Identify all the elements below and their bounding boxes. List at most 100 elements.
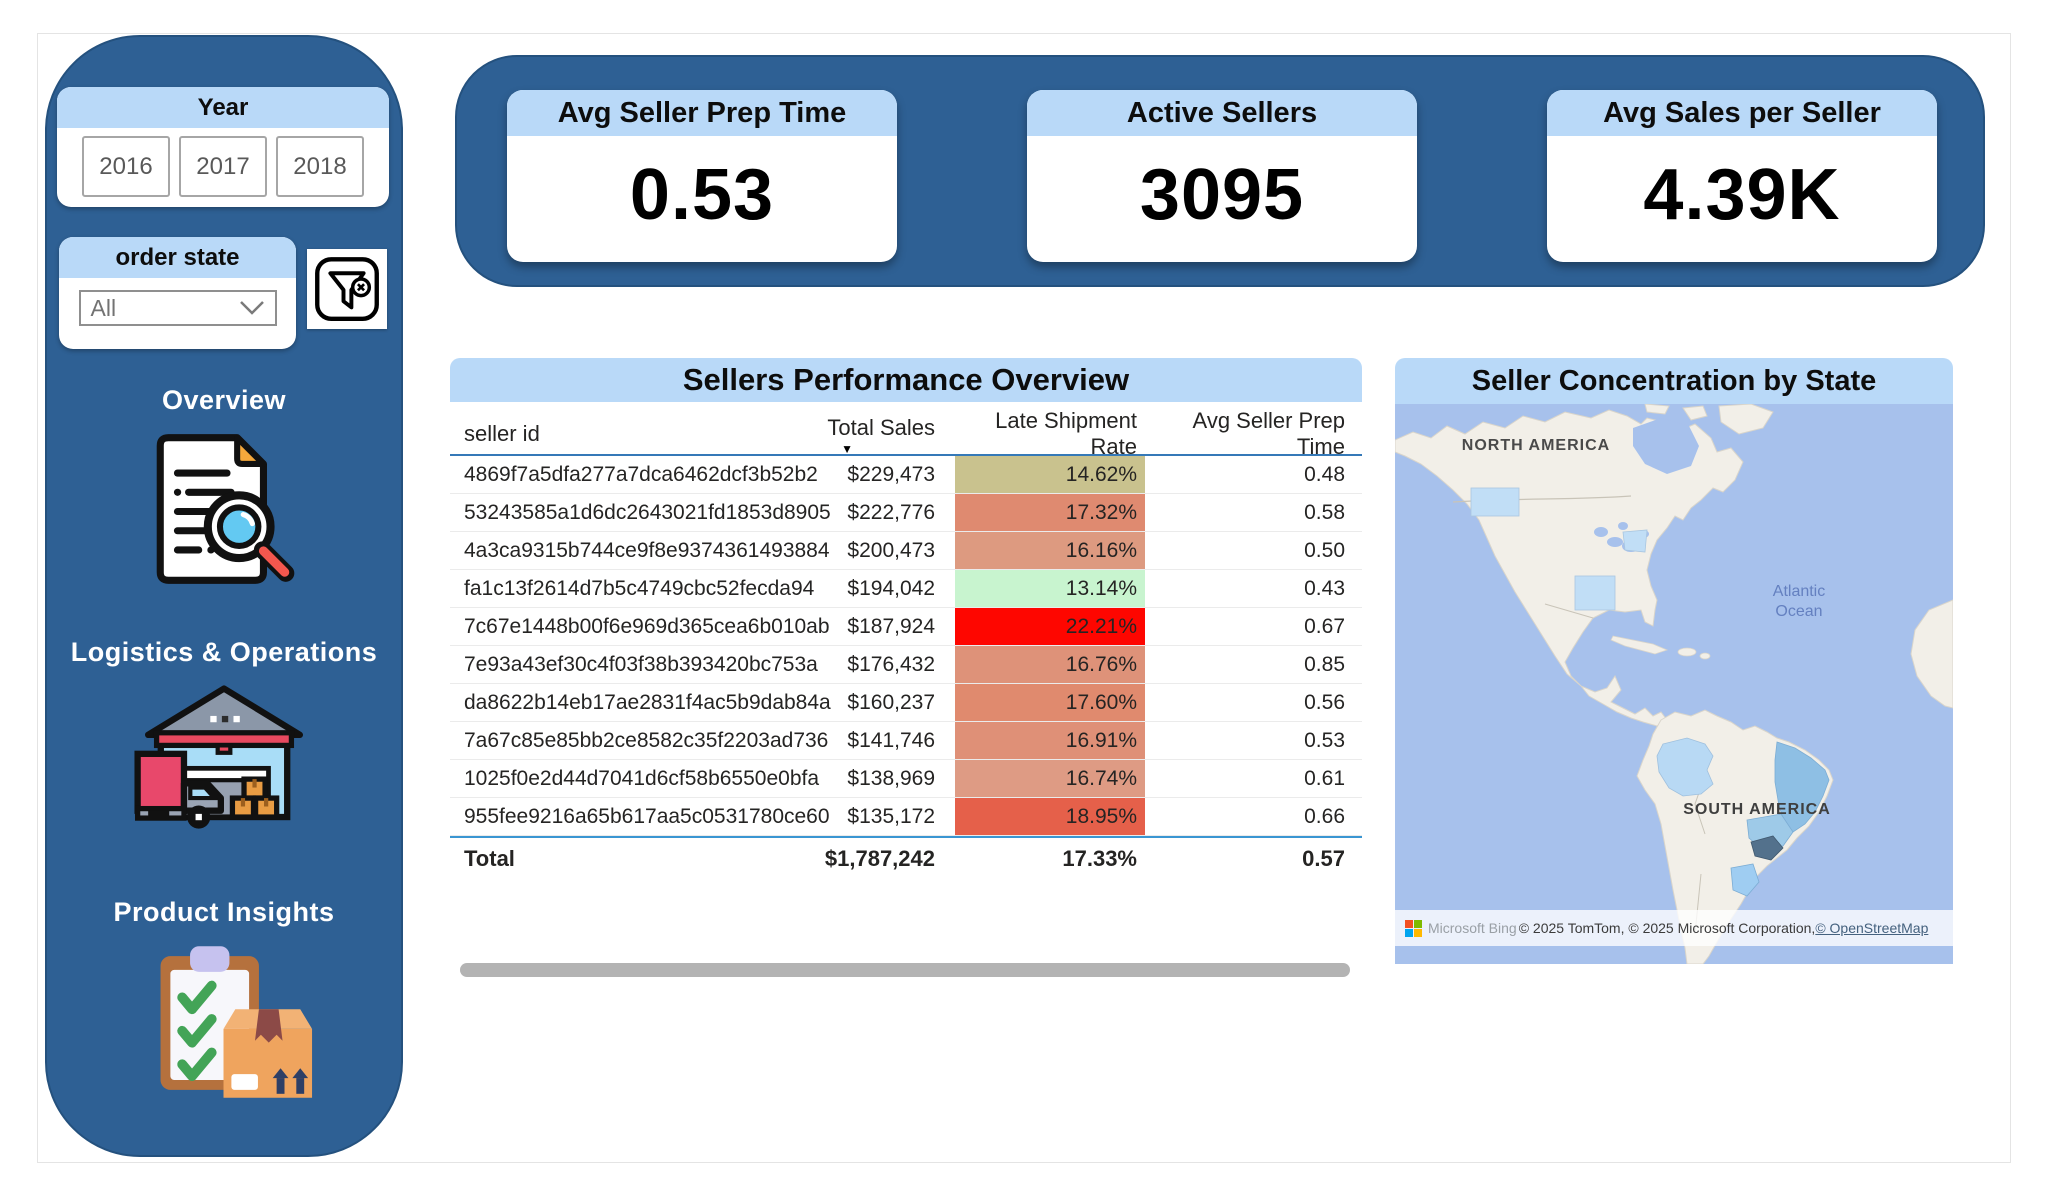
map-attribution-bar: Microsoft Bing © 2025 TomTom, © 2025 Mic… [1395,910,1953,946]
order-state-dropdown[interactable]: All [78,290,277,326]
column-header-late-shipment-rate[interactable]: Late Shipment Rate [995,408,1137,459]
year-option-2016[interactable]: 2016 [82,136,170,197]
cell-prep-time: 0.53 [1304,728,1345,752]
map-label-atlantic: Atlantic [1773,583,1825,600]
cell-prep-time: 0.66 [1304,804,1345,828]
cell-total-sales: $176,432 [847,652,935,676]
table-title: Sellers Performance Overview [450,358,1362,402]
total-late-rate-value: 17.33% [1062,846,1137,871]
total-prep-time-value: 0.57 [1302,846,1345,871]
total-label: Total [464,846,515,871]
clipboard-checklist-box-icon [160,946,313,1098]
table-header-row: seller id Total Sales ▼ Late Shipment Ra… [450,402,1362,459]
chevron-down-icon [239,301,264,315]
kpi-card-active-sellers: Active Sellers 3095 [1027,90,1417,262]
map-label-south-america: SOUTH AMERICA [1683,801,1831,818]
cell-late-shipment-rate: 16.76% [955,646,1145,683]
table-row[interactable]: 7a67c85e85bb2ce8582c35f2203ad736 $141,74… [450,722,1362,760]
nav-item-overview[interactable]: Overview [47,385,401,596]
cell-seller-id: 53243585a1d6dc2643021fd1853d8905 [464,500,831,524]
sidebar: Year 2016 2017 2018 order state All Over… [45,35,403,1157]
kpi-title: Avg Sales per Seller [1547,90,1937,136]
order-state-selected-value: All [90,294,117,321]
sort-descending-icon: ▼ [841,441,853,456]
cell-late-shipment-rate: 17.60% [955,684,1145,721]
column-header-total-sales[interactable]: Total Sales ▼ [780,409,955,456]
cell-total-sales: $229,473 [847,462,935,486]
cell-seller-id: da8622b14eb17ae2831f4ac5b9dab84a [464,690,831,714]
column-header-seller-id[interactable]: seller id [464,421,540,446]
kpi-title: Active Sellers [1027,90,1417,136]
nav-item-logistics-operations[interactable]: Logistics & Operations [47,637,401,836]
openstreetmap-link[interactable]: © OpenStreetMap [1815,920,1929,936]
table-row[interactable]: 4a3ca9315b744ce9f8e9374361493884 $200,47… [450,532,1362,570]
total-sales-value: $1,787,242 [824,846,935,871]
map-label-ocean: Ocean [1775,603,1822,620]
table-row[interactable]: da8622b14eb17ae2831f4ac5b9dab84a $160,23… [450,684,1362,722]
table-row[interactable]: 1025f0e2d44d7041d6cf58b6550e0bfa $138,96… [450,760,1362,798]
cell-late-shipment-rate: 16.16% [955,532,1145,569]
cell-seller-id: 7a67c85e85bb2ce8582c35f2203ad736 [464,728,829,752]
clear-filter-button[interactable] [307,249,387,329]
document-magnifier-icon [156,434,295,584]
microsoft-logo-icon [1405,919,1422,937]
nav-product-insights-label: Product Insights [113,897,335,927]
kpi-value: 3095 [1139,155,1305,235]
cell-seller-id: 955fee9216a65b617aa5c0531780ce60 [464,804,830,828]
year-filter-card: Year 2016 2017 2018 [57,87,389,207]
cell-seller-id: 7c67e1448b00f6e969d365cea6b010ab [464,614,830,638]
americas-choropleth-map: NORTH AMERICA Atlantic Ocean SOUTH AMERI… [1395,404,1953,964]
year-option-2018[interactable]: 2018 [276,136,364,197]
kpi-value: 4.39K [1643,155,1841,235]
cell-seller-id: 4869f7a5dfa277a7dca6462dcf3b52b2 [464,462,818,486]
year-option-2017[interactable]: 2017 [179,136,267,197]
cell-prep-time: 0.85 [1304,652,1345,676]
cell-prep-time: 0.56 [1304,690,1345,714]
cell-prep-time: 0.67 [1304,614,1345,638]
table-row[interactable]: 7e93a43ef30c4f03f38b393420bc753a $176,43… [450,646,1362,684]
cell-seller-id: 7e93a43ef30c4f03f38b393420bc753a [464,652,818,676]
cell-prep-time: 0.61 [1304,766,1345,790]
cell-total-sales: $135,172 [847,804,935,828]
horizontal-scrollbar[interactable] [460,963,1350,977]
kpi-value: 0.53 [629,155,775,235]
table-row[interactable]: 53243585a1d6dc2643021fd1853d8905 $222,77… [450,494,1362,532]
column-header-avg-seller-prep-time[interactable]: Avg Seller Prep Time [1192,408,1345,459]
cell-prep-time: 0.43 [1304,576,1345,600]
bing-provider-label: Microsoft Bing [1428,920,1517,936]
kpi-card-avg-seller-prep-time: Avg Seller Prep Time 0.53 [507,90,897,262]
column-header-total-sales-label: Total Sales [827,414,935,440]
cell-total-sales: $194,042 [847,576,935,600]
cell-total-sales: $160,237 [847,690,935,714]
table-row[interactable]: 4869f7a5dfa277a7dca6462dcf3b52b2 $229,47… [450,456,1362,494]
cell-late-shipment-rate: 17.32% [955,494,1145,531]
map-copyright-text: © 2025 TomTom, © 2025 Microsoft Corporat… [1518,920,1816,936]
warehouse-truck-icon [134,685,303,829]
order-state-title: order state [59,237,296,278]
cell-seller-id: fa1c13f2614d7b5c4749cbc52fecda94 [464,576,815,600]
cell-total-sales: $200,473 [847,538,935,562]
year-filter-title: Year [57,87,389,128]
cell-prep-time: 0.50 [1304,538,1345,562]
cell-total-sales: $138,969 [847,766,935,790]
map-title: Seller Concentration by State [1395,358,1953,404]
cell-seller-id: 4a3ca9315b744ce9f8e9374361493884 [464,538,830,562]
table-row[interactable]: 7c67e1448b00f6e969d365cea6b010ab $187,92… [450,608,1362,646]
order-state-filter-card: order state All [59,237,296,349]
cell-late-shipment-rate: 13.14% [955,570,1145,607]
cell-late-shipment-rate: 16.74% [955,760,1145,797]
kpi-title: Avg Seller Prep Time [507,90,897,136]
nav-item-product-insights[interactable]: Product Insights [47,897,401,1106]
table-total-row: Total $1,787,242 17.33% 0.57 [450,836,1362,880]
clear-filter-funnel-icon [315,257,379,321]
table-row[interactable]: fa1c13f2614d7b5c4749cbc52fecda94 $194,04… [450,570,1362,608]
year-options: 2016 2017 2018 [57,136,389,197]
map-canvas[interactable]: NORTH AMERICA Atlantic Ocean SOUTH AMERI… [1395,404,1953,964]
cell-prep-time: 0.58 [1304,500,1345,524]
cell-prep-time: 0.48 [1304,462,1345,486]
cell-late-shipment-rate: 14.62% [955,456,1145,493]
kpi-card-avg-sales-per-seller: Avg Sales per Seller 4.39K [1547,90,1937,262]
cell-late-shipment-rate: 18.95% [955,798,1145,835]
table-row[interactable]: 955fee9216a65b617aa5c0531780ce60 $135,17… [450,798,1362,836]
seller-concentration-map: Seller Concentration by State [1395,358,1953,964]
